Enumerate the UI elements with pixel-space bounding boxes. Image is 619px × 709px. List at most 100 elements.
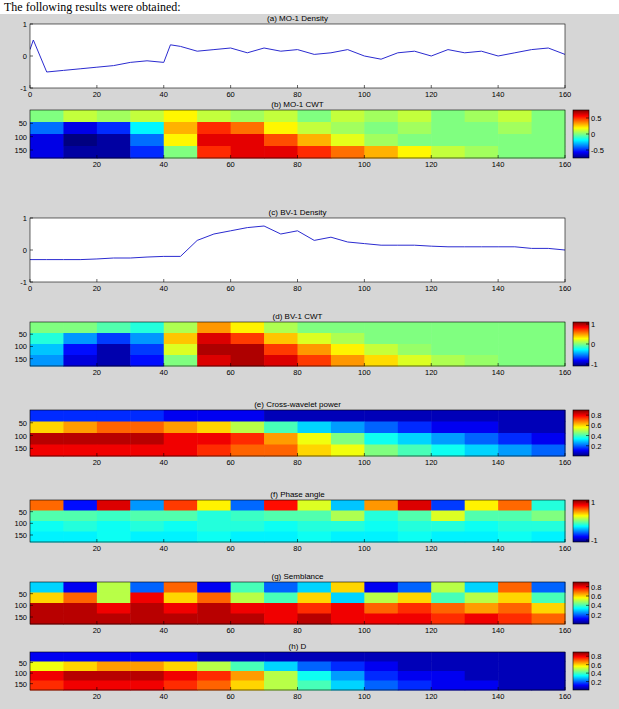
cell <box>532 532 566 543</box>
colorbar-tick <box>586 681 589 682</box>
cell <box>30 445 64 457</box>
cell <box>63 122 97 135</box>
cell <box>498 344 532 356</box>
x-tick <box>498 279 499 282</box>
cell <box>264 614 298 625</box>
y-tick <box>30 435 33 436</box>
x-tick <box>498 363 499 366</box>
cell <box>398 521 432 532</box>
cell <box>331 500 365 511</box>
cell <box>264 652 298 662</box>
cell <box>231 521 265 532</box>
x-tick <box>364 453 365 456</box>
cell <box>331 410 365 422</box>
x-tick-label: 60 <box>226 626 234 635</box>
colorbar-tick-label: 0.8 <box>591 583 601 592</box>
cell <box>498 122 532 135</box>
x-tick <box>163 621 164 624</box>
cell <box>331 532 365 543</box>
cell <box>498 355 532 367</box>
cell <box>164 681 198 691</box>
cell <box>30 582 64 593</box>
cell <box>398 445 432 457</box>
cell <box>532 671 566 681</box>
cell <box>465 614 499 625</box>
x-tick <box>431 155 432 158</box>
cell <box>197 410 231 422</box>
cell <box>498 681 532 691</box>
cell <box>532 521 566 532</box>
x-tick-label: 120 <box>425 368 438 377</box>
cell <box>398 344 432 356</box>
cell <box>63 500 97 511</box>
cell <box>197 355 231 367</box>
cell <box>498 603 532 614</box>
cell <box>130 344 164 356</box>
cell <box>331 614 365 625</box>
cell <box>331 322 365 334</box>
cell <box>431 433 465 445</box>
cell <box>331 433 365 445</box>
cell <box>231 681 265 691</box>
cell <box>30 110 64 123</box>
cell <box>398 681 432 691</box>
cell <box>364 582 398 593</box>
x-tick-label: 80 <box>293 626 301 635</box>
cell <box>465 433 499 445</box>
cell <box>298 681 332 691</box>
x-tick <box>297 539 298 542</box>
y-tick-label: 150 <box>14 531 27 540</box>
cell <box>164 511 198 522</box>
x-tick-label: 60 <box>226 160 234 169</box>
cell <box>465 671 499 681</box>
cell <box>331 445 365 457</box>
cell <box>498 500 532 511</box>
y-tick <box>30 448 33 449</box>
y-tick <box>30 422 33 423</box>
x-tick <box>364 155 365 158</box>
x-tick <box>498 85 499 88</box>
cell <box>63 511 97 522</box>
cell <box>30 146 64 159</box>
cell <box>130 603 164 614</box>
cell <box>164 614 198 625</box>
cell <box>164 593 198 604</box>
x-tick <box>431 453 432 456</box>
x-tick-label: 100 <box>358 160 371 169</box>
colorbar-tick <box>586 415 589 416</box>
panel-title: (c) BV-1 Density <box>269 208 327 217</box>
x-tick-label: 40 <box>160 692 168 701</box>
cell <box>364 410 398 422</box>
cell <box>164 582 198 593</box>
cell <box>30 355 64 367</box>
x-tick <box>297 621 298 624</box>
cell <box>364 322 398 334</box>
y-tick <box>30 150 33 151</box>
cell <box>30 652 64 662</box>
caption: The following results were obtained: <box>4 0 181 14</box>
cell <box>231 122 265 135</box>
cell <box>130 333 164 345</box>
cell <box>431 344 465 356</box>
cell <box>30 410 64 422</box>
cell <box>97 614 131 625</box>
cell <box>431 593 465 604</box>
x-tick-label: 160 <box>559 458 572 467</box>
y-tick <box>30 673 33 674</box>
cell <box>231 614 265 625</box>
colorbar <box>573 410 589 456</box>
colorbar-tick-label: -1 <box>591 536 598 545</box>
x-tick-label: 80 <box>293 692 301 701</box>
cell <box>431 681 465 691</box>
x-tick-label: 20 <box>93 692 101 701</box>
x-tick <box>230 621 231 624</box>
panel: (e) Cross-wavelet power20406080100120140… <box>14 400 601 467</box>
cell <box>498 511 532 522</box>
plot-frame <box>30 110 565 158</box>
cell <box>465 146 499 159</box>
cell <box>398 500 432 511</box>
cell <box>398 134 432 147</box>
x-tick-label: 80 <box>293 368 301 377</box>
cell <box>197 445 231 457</box>
cell <box>97 410 131 422</box>
